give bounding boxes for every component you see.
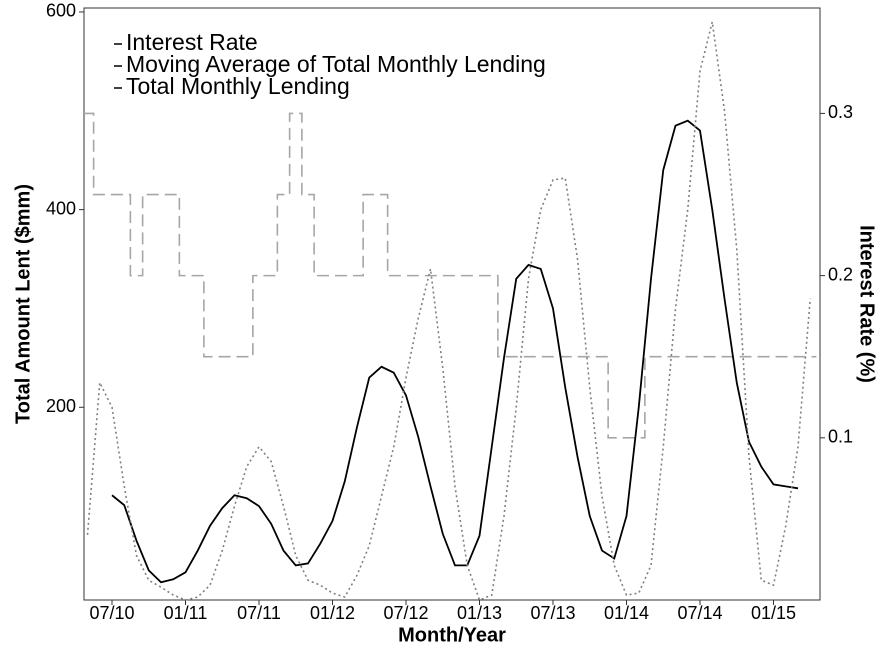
x-tick-label: 01/12 (310, 603, 355, 623)
x-tick-label: 01/15 (751, 603, 796, 623)
legend-label: Moving Average of Total Monthly Lending (126, 51, 546, 77)
series-line (86, 21, 812, 602)
x-tick-label: 07/10 (89, 603, 134, 623)
y-tick-label: 600 (46, 1, 76, 21)
y-axis-title: Total Amount Lent ($mm) (12, 184, 34, 424)
x-tick-label: 07/13 (530, 603, 575, 623)
x-tick-label: 07/14 (677, 603, 722, 623)
y2-axis-title: Interest Rate (%) (856, 225, 878, 383)
legend-label: Interest Rate (126, 29, 258, 55)
y2-tick-label: 0.2 (828, 264, 853, 284)
y-tick-label: 200 (46, 396, 76, 416)
x-tick-label: 01/14 (604, 603, 649, 623)
x-tick-label: 07/11 (237, 603, 281, 623)
x-tick-label: 01/11 (164, 603, 208, 623)
series-line (84, 112, 817, 439)
x-axis-title: Month/Year (398, 624, 506, 646)
series-line (111, 119, 799, 584)
y2-tick-label: 0.1 (828, 427, 853, 447)
plot-frame (83, 7, 821, 601)
y-tick-label: 400 (46, 198, 76, 218)
y2-tick-label: 0.3 (828, 102, 853, 122)
legend-label: Total Monthly Lending (126, 73, 350, 99)
x-tick-label: 07/12 (383, 603, 428, 623)
x-tick-label: 01/13 (457, 603, 502, 623)
